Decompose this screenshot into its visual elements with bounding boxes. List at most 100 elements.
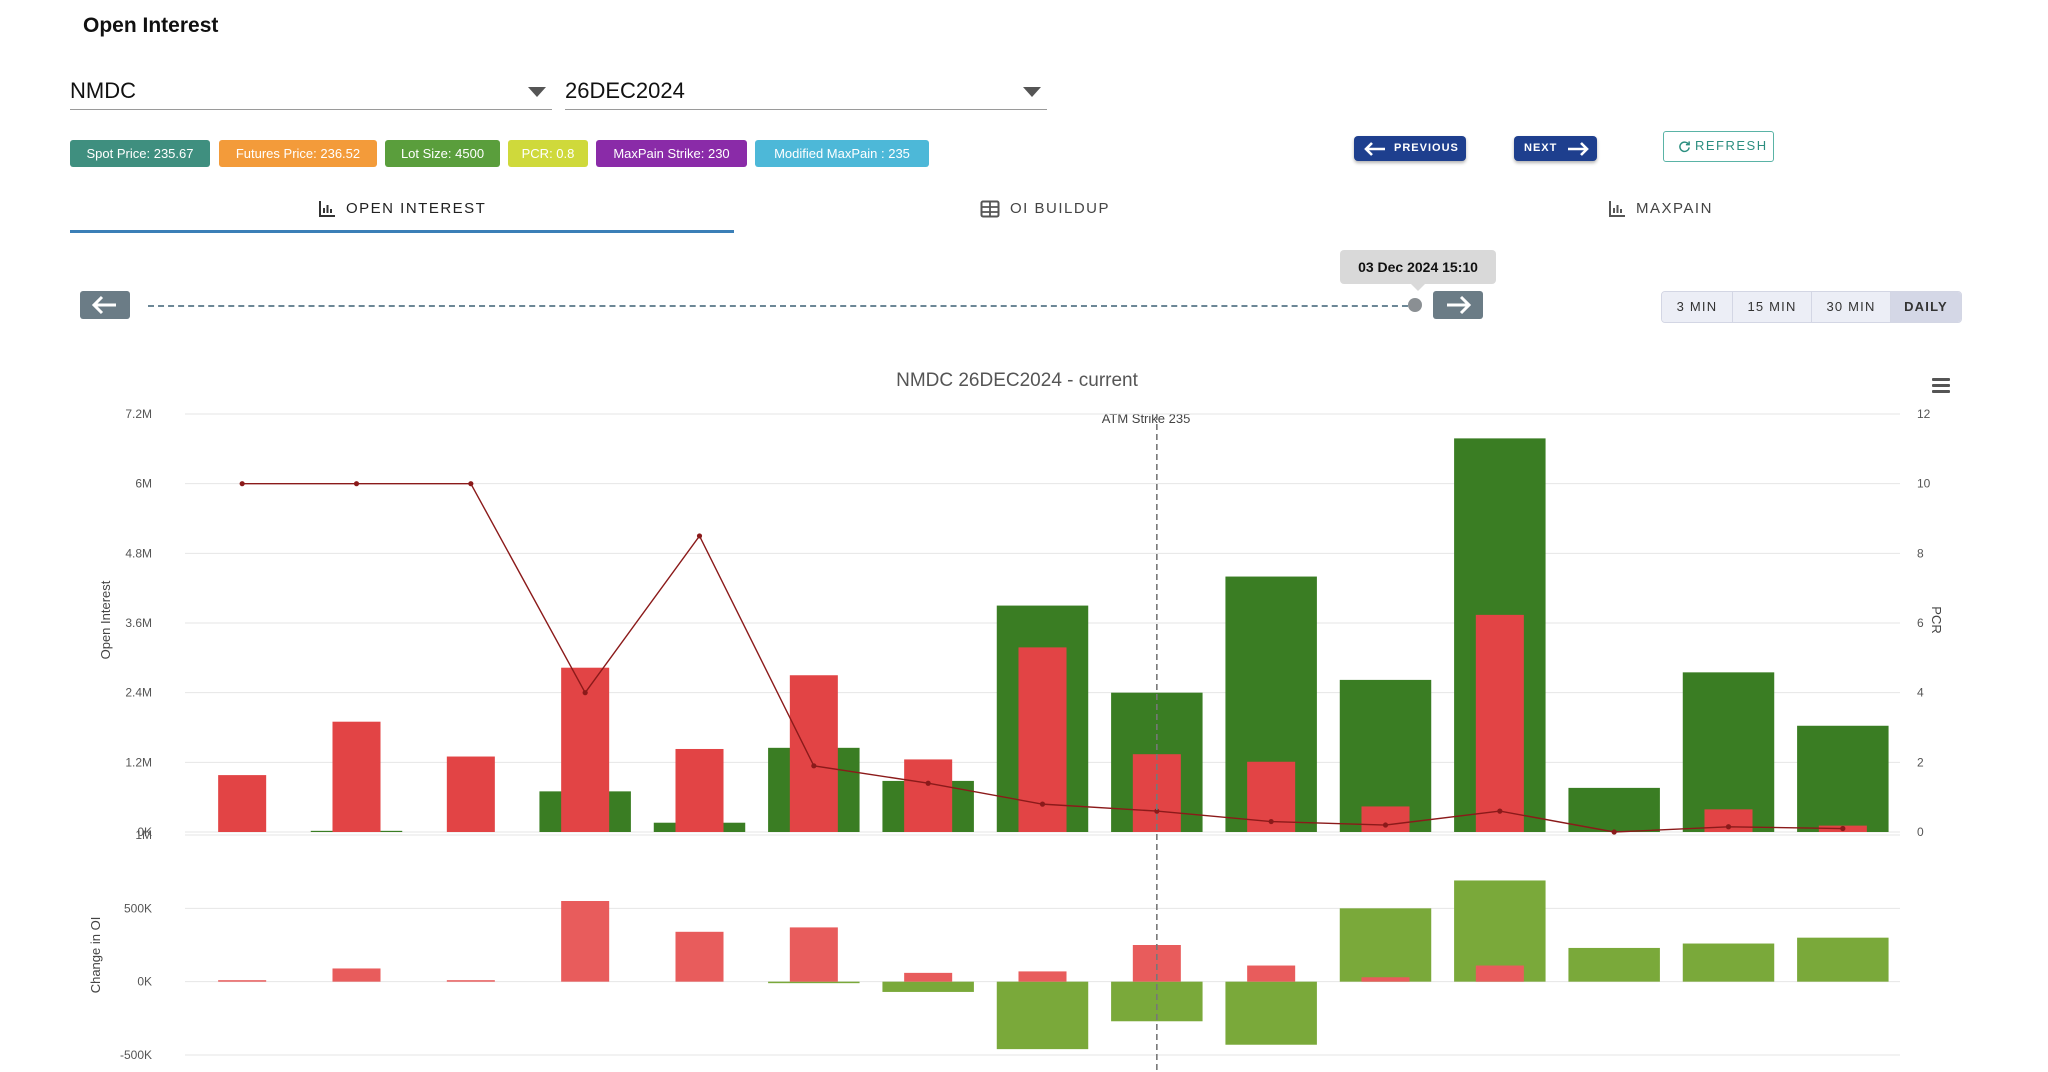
- put-oi-change-bar: [1132, 945, 1181, 982]
- expiry-select[interactable]: 26DEC2024: [565, 72, 1047, 110]
- tab-maxpain[interactable]: MAXPAIN: [1608, 195, 1713, 223]
- call-oi-change-bar: [1339, 908, 1432, 982]
- call-oi-change-bar: [768, 981, 860, 984]
- pcr-point: [582, 690, 588, 696]
- y-tick-label: -500K: [120, 1048, 152, 1062]
- arrow-right-icon: [1447, 295, 1472, 315]
- put-oi-bar: [1018, 647, 1067, 832]
- pcr-point: [1497, 808, 1503, 814]
- tab-label: MAXPAIN: [1636, 200, 1713, 217]
- symbol-value: NMDC: [70, 78, 136, 103]
- y-tick-label: 2.4M: [125, 686, 152, 700]
- y-tick-label: 0K: [137, 975, 152, 989]
- bottom-y-axis-title: Change in OI: [88, 917, 103, 994]
- call-oi-bar: [882, 780, 974, 832]
- chart-title: NMDC 26DEC2024 - current: [896, 370, 1139, 391]
- next-button[interactable]: NEXT: [1514, 136, 1597, 161]
- pcr-point: [1840, 825, 1846, 832]
- put-oi-bar: [1247, 761, 1296, 832]
- put-oi-bar: [446, 756, 495, 832]
- call-oi-change-bar: [996, 981, 1089, 1050]
- refresh-icon: [1679, 141, 1690, 153]
- put-oi-bar: [218, 775, 267, 832]
- put-oi-bar: [789, 675, 838, 832]
- pcr-point: [696, 533, 703, 539]
- call-oi-bar: [310, 830, 403, 832]
- call-oi-bar: [996, 605, 1089, 832]
- y-tick-label: 7.2M: [125, 407, 152, 421]
- y2-tick-label: 2: [1917, 755, 1924, 769]
- pcr-point: [1611, 829, 1617, 835]
- timeline-forward-button[interactable]: [1433, 291, 1483, 319]
- symbol-select[interactable]: NMDC: [70, 72, 552, 110]
- y-tick-label: 1.2M: [125, 755, 152, 769]
- call-oi-bar: [1225, 576, 1317, 832]
- spot-price-badge: Spot Price: 235.67: [70, 140, 210, 167]
- page-title: Open Interest: [83, 14, 219, 37]
- call-oi-bar: [653, 822, 746, 832]
- timeline-tooltip: 03 Dec 2024 15:10: [1340, 250, 1496, 284]
- y2-tick-label: 10: [1917, 477, 1931, 491]
- put-oi-change-bar: [675, 931, 724, 982]
- y2-tick-label: 8: [1917, 546, 1924, 560]
- tab-label: OI BUILDUP: [1010, 200, 1111, 217]
- pcr-point: [1154, 808, 1160, 814]
- call-oi-bar: [1797, 725, 1889, 832]
- refresh-button[interactable]: REFRESH: [1663, 131, 1774, 162]
- interval-selector: 3 MIN 15 MIN 30 MIN DAILY: [1661, 291, 1962, 323]
- put-oi-bar: [1818, 825, 1867, 832]
- tooltip-pointer: [1411, 284, 1425, 291]
- interval-30min[interactable]: 30 MIN: [1812, 292, 1891, 322]
- call-oi-change-bar: [1454, 880, 1546, 982]
- atm-strike-label: ATM Strike 235: [1102, 411, 1191, 426]
- previous-button[interactable]: PREVIOUS: [1354, 136, 1466, 161]
- put-oi-bar: [1475, 614, 1524, 832]
- put-oi-change-bar: [561, 901, 610, 982]
- y-tick-label: 4.8M: [125, 546, 152, 560]
- pcr-point: [468, 481, 474, 487]
- tab-oi-buildup[interactable]: OI BUILDUP: [980, 195, 1110, 223]
- put-oi-bar: [675, 748, 724, 832]
- modified-maxpain-badge: Modified MaxPain : 235: [755, 140, 929, 167]
- arrow-left-icon: [91, 295, 116, 315]
- timeline-back-button[interactable]: [80, 291, 130, 319]
- next-label: NEXT: [1524, 142, 1558, 154]
- bar-chart-icon: [1609, 201, 1625, 218]
- expiry-value: 26DEC2024: [565, 78, 685, 103]
- pcr-point: [925, 780, 931, 786]
- tab-label: OPEN INTEREST: [346, 200, 487, 217]
- pcr-point: [1725, 824, 1732, 830]
- call-oi-bar: [1339, 679, 1432, 832]
- previous-label: PREVIOUS: [1394, 142, 1459, 154]
- call-oi-change-bar: [1797, 937, 1889, 982]
- chevron-down-icon: [528, 87, 546, 97]
- y2-tick-label: 12: [1917, 407, 1931, 421]
- put-oi-change-bar: [1018, 971, 1067, 982]
- put-oi-bar: [561, 667, 610, 832]
- chevron-down-icon: [1023, 87, 1041, 97]
- call-oi-bar: [1568, 787, 1660, 832]
- y2-tick-label: 0: [1917, 825, 1924, 839]
- chart-menu-icon[interactable]: [1932, 378, 1950, 396]
- call-oi-change-bar: [1225, 981, 1317, 1045]
- pcr-point: [1382, 822, 1389, 828]
- put-oi-bar: [1704, 809, 1753, 832]
- interval-15min[interactable]: 15 MIN: [1733, 292, 1812, 322]
- put-oi-change-bar: [1247, 965, 1296, 982]
- interval-3min[interactable]: 3 MIN: [1662, 292, 1733, 322]
- pcr-point: [239, 481, 245, 487]
- tab-open-interest[interactable]: OPEN INTEREST: [318, 195, 486, 223]
- pcr-line: [242, 482, 1843, 833]
- y-tick-label: 3.6M: [125, 616, 152, 630]
- put-oi-change-bar: [1361, 977, 1410, 982]
- table-icon: [980, 200, 1000, 218]
- y-tick-label: 1M: [135, 828, 152, 842]
- timeline-slider-handle[interactable]: [1408, 298, 1422, 312]
- timeline-slider-track[interactable]: [148, 305, 1418, 307]
- interval-daily[interactable]: DAILY: [1891, 292, 1961, 322]
- arrow-right-icon: [1568, 142, 1589, 156]
- lot-size-badge: Lot Size: 4500: [385, 140, 500, 167]
- put-oi-bar: [1361, 806, 1410, 832]
- maxpain-strike-badge: MaxPain Strike: 230: [596, 140, 747, 167]
- y2-tick-label: 6: [1917, 616, 1924, 630]
